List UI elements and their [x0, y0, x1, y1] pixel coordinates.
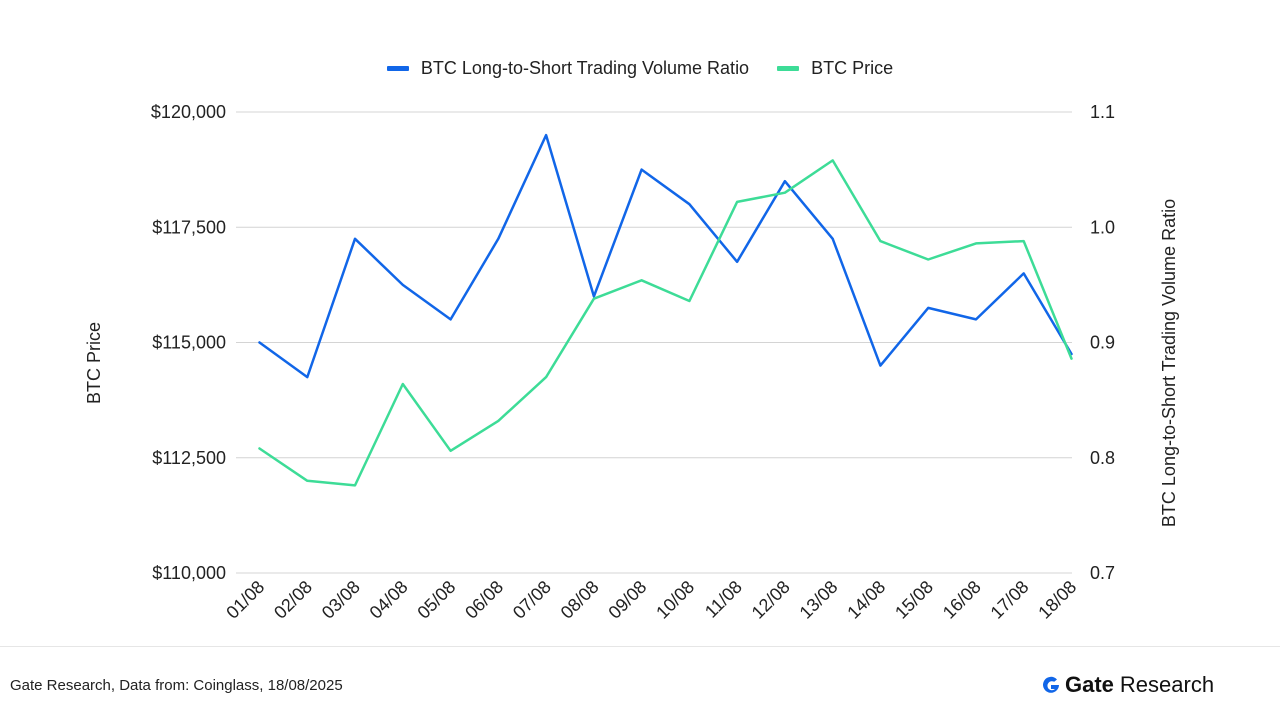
- y-right-tick-label: 0.9: [1090, 333, 1115, 353]
- y-right-tick-label: 1.1: [1090, 102, 1115, 122]
- source-note: Gate Research, Data from: Coinglass, 18/…: [10, 677, 343, 694]
- legend-label-price: BTC Price: [811, 58, 894, 78]
- x-tick-label: 07/08: [509, 577, 555, 623]
- ratio-series-line: [258, 133, 1073, 379]
- y-left-tick-label: $112,500: [152, 448, 226, 468]
- y-left-tick-label: $117,500: [152, 217, 226, 237]
- x-tick-label: 04/08: [366, 577, 412, 623]
- x-tick-label: 09/08: [604, 577, 650, 623]
- price-series-line: [258, 159, 1073, 487]
- y-right-tick-label: 1.0: [1090, 217, 1115, 237]
- brand-suffix: Research: [1119, 672, 1215, 697]
- x-tick-label: 08/08: [557, 577, 603, 623]
- x-tick-label: 15/08: [891, 577, 937, 623]
- x-tick-label: 10/08: [652, 577, 698, 623]
- y-left-tick-label: $110,000: [152, 563, 226, 583]
- brand-logo: Gate Research: [1040, 672, 1214, 698]
- legend-item-price: BTC Price: [777, 58, 893, 79]
- x-tick-label: 12/08: [748, 577, 794, 623]
- axis-ticks: $110,000 0.7 $112,500 0.8 $115,000 0.9 $117,50…: [151, 102, 1115, 583]
- grid-lines: [236, 111, 1072, 574]
- right-axis-title: BTC Long-to-Short Trading Volume Ratio: [1159, 199, 1179, 527]
- y-left-tick-label: $120,000: [151, 102, 226, 122]
- x-tick-label: 11/08: [701, 577, 746, 622]
- legend-swatch-price: [777, 66, 800, 71]
- footer-divider: [0, 646, 1280, 647]
- x-axis-ticks: 01/08 02/08 03/08 04/08 05/08 06/08 07/08 08/08…: [222, 577, 1080, 623]
- legend-label-ratio: BTC Long-to-Short Trading Volume Ratio: [420, 58, 750, 78]
- x-tick-label: 05/08: [413, 577, 459, 623]
- x-tick-label: 18/08: [1034, 577, 1080, 623]
- y-right-tick-label: 0.7: [1090, 563, 1115, 583]
- legend: BTC Long-to-Short Trading Volume Ratio B…: [0, 58, 1280, 79]
- x-tick-label: 17/08: [987, 577, 1033, 623]
- y-right-tick-label: 0.8: [1090, 448, 1115, 468]
- legend-swatch-ratio: [386, 66, 409, 71]
- x-tick-label: 02/08: [270, 577, 316, 623]
- brand-name: Gate: [1065, 672, 1114, 697]
- x-tick-label: 06/08: [461, 577, 507, 623]
- x-tick-label: 01/08: [222, 577, 268, 623]
- x-tick-label: 14/08: [843, 577, 889, 623]
- x-tick-label: 03/08: [318, 577, 364, 623]
- gate-logo-icon: [1043, 676, 1059, 693]
- x-tick-label: 13/08: [796, 577, 842, 623]
- left-axis-title: BTC Price: [84, 322, 104, 404]
- legend-item-ratio: BTC Long-to-Short Trading Volume Ratio: [386, 58, 750, 79]
- x-tick-label: 16/08: [939, 577, 985, 623]
- y-left-tick-label: $115,000: [152, 333, 226, 353]
- series-lines: [258, 133, 1073, 487]
